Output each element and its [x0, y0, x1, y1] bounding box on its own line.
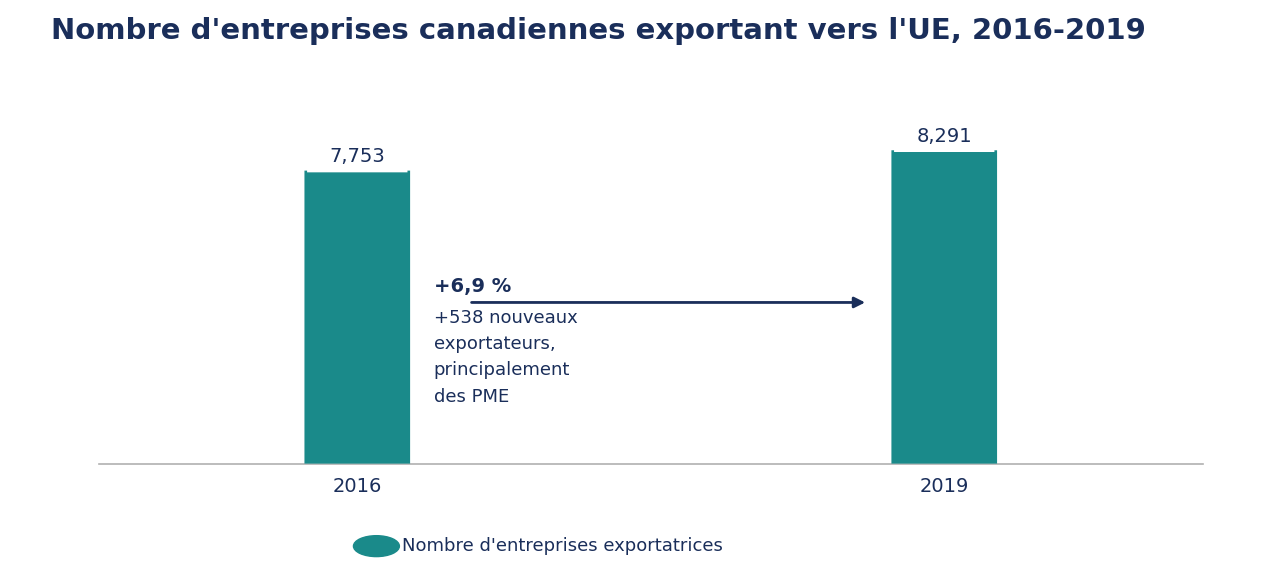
- Text: Nombre d'entreprises canadiennes exportant vers l'UE, 2016-2019: Nombre d'entreprises canadiennes exporta…: [51, 17, 1146, 45]
- Text: 8,291: 8,291: [916, 127, 972, 146]
- PathPatch shape: [892, 150, 997, 464]
- Text: +6,9 %: +6,9 %: [434, 277, 510, 296]
- PathPatch shape: [305, 171, 410, 464]
- Text: 2019: 2019: [920, 477, 968, 496]
- Text: 7,753: 7,753: [329, 147, 385, 166]
- Text: +538 nouveaux
exportateurs,
principalement
des PME: +538 nouveaux exportateurs, principaleme…: [434, 309, 577, 406]
- Text: Nombre d'entreprises exportatrices: Nombre d'entreprises exportatrices: [402, 537, 722, 555]
- Text: 2016: 2016: [333, 477, 382, 496]
